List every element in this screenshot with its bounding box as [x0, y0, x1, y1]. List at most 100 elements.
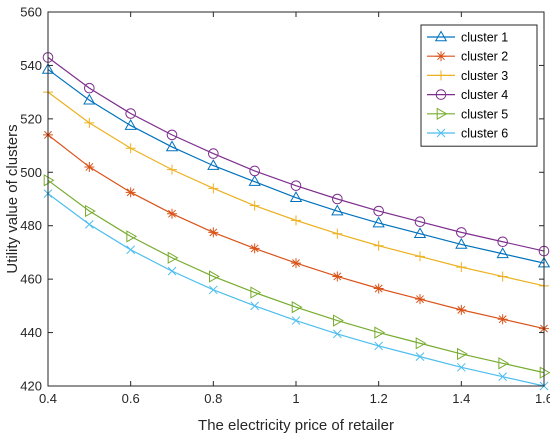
legend-label: cluster 1 — [461, 31, 508, 45]
data-point — [291, 301, 303, 314]
y-tick-label: 540 — [20, 58, 42, 73]
legend-item: cluster 6 — [427, 127, 508, 141]
x-tick-label: 1.6 — [535, 391, 550, 406]
legend-label: cluster 2 — [461, 50, 508, 64]
data-point — [291, 316, 301, 325]
legend-item: cluster 4 — [427, 88, 508, 102]
legend-label: cluster 3 — [461, 69, 508, 83]
data-point — [539, 366, 550, 379]
data-point — [84, 161, 95, 172]
y-tick-label: 520 — [20, 111, 42, 126]
data-point — [209, 270, 220, 283]
data-point — [125, 187, 136, 198]
data-point — [373, 283, 384, 294]
x-tick-label: 0.6 — [122, 391, 140, 406]
data-point — [413, 227, 427, 239]
data-point — [332, 271, 343, 282]
series-line — [47, 56, 545, 252]
data-point — [291, 215, 301, 226]
data-point — [249, 243, 260, 254]
y-tick-label: 560 — [20, 5, 42, 20]
legend-marker — [436, 51, 446, 62]
series-1 — [41, 62, 550, 268]
y-tick-label: 440 — [20, 325, 42, 340]
data-point — [415, 251, 425, 262]
data-point — [126, 230, 138, 243]
data-point — [207, 159, 220, 170]
data-point — [331, 204, 344, 216]
data-point — [497, 271, 508, 282]
data-point — [84, 82, 95, 94]
data-point — [84, 220, 94, 229]
data-point — [290, 180, 302, 191]
series-line — [47, 68, 545, 264]
data-point — [166, 129, 178, 141]
y-tick-label: 420 — [20, 379, 42, 394]
data-point — [457, 347, 468, 361]
data-point — [291, 258, 301, 269]
legend-item: cluster 3 — [427, 69, 508, 83]
legend-label: cluster 6 — [461, 127, 508, 141]
data-point — [498, 372, 508, 382]
legend-marker — [434, 30, 448, 42]
legend-label: cluster 5 — [461, 107, 508, 121]
data-point — [456, 304, 467, 315]
data-point — [84, 117, 95, 128]
data-point — [167, 251, 179, 264]
x-tick-label: 1 — [292, 391, 299, 406]
data-point — [165, 140, 179, 152]
y-tick-label: 460 — [20, 272, 42, 287]
data-point — [415, 352, 425, 361]
data-point — [208, 183, 219, 194]
data-point — [498, 357, 510, 370]
data-point — [125, 108, 136, 119]
legend: cluster 1 cluster 2 cluster 3 cluster 4 clus… — [420, 24, 538, 147]
data-point — [414, 216, 426, 228]
x-tick-label: 1.2 — [370, 391, 388, 406]
data-point — [333, 314, 344, 327]
data-point — [250, 301, 260, 311]
data-point — [372, 216, 385, 228]
data-point — [332, 193, 343, 205]
data-point — [83, 93, 96, 105]
data-point — [126, 245, 136, 255]
legend-marker — [436, 70, 446, 81]
data-point — [125, 143, 136, 154]
series-line — [47, 179, 545, 374]
data-point — [248, 175, 261, 186]
data-point — [415, 294, 425, 305]
ticks-layer: 0.4 0.6 0.8 1 1.2 1.4 1.6 420 440 460 480 500 520 540… — [20, 5, 550, 407]
data-point — [208, 148, 219, 159]
legend-marker — [435, 89, 447, 100]
y-axis-label: Utility value of clusters — [4, 124, 21, 273]
legend-item: cluster 5 — [427, 107, 508, 121]
data-point — [208, 227, 219, 238]
data-point — [249, 165, 260, 177]
data-point — [167, 164, 177, 175]
data-point — [496, 247, 509, 259]
legend-label: cluster 4 — [461, 88, 508, 102]
legend-box — [420, 24, 538, 147]
data-point — [124, 119, 137, 130]
data-point — [456, 262, 467, 273]
data-point — [249, 200, 260, 211]
data-point — [373, 240, 384, 251]
x-tick-label: 0.8 — [204, 391, 222, 406]
data-point — [85, 204, 96, 218]
x-axis-label: The electricity price of retailer — [198, 417, 394, 434]
data-point — [250, 286, 262, 299]
data-point — [374, 326, 386, 339]
data-point — [455, 237, 468, 249]
legend-item: cluster 2 — [427, 50, 508, 64]
legend-item: cluster 1 — [427, 30, 508, 45]
data-point — [289, 191, 303, 202]
data-point — [456, 227, 467, 238]
x-tick-label: 1.4 — [452, 391, 470, 406]
data-point — [167, 208, 177, 219]
data-point — [208, 285, 218, 295]
x-tick-label: 0.4 — [39, 391, 57, 406]
data-point — [332, 329, 342, 339]
data-point — [332, 228, 343, 239]
series-5 — [43, 174, 550, 379]
